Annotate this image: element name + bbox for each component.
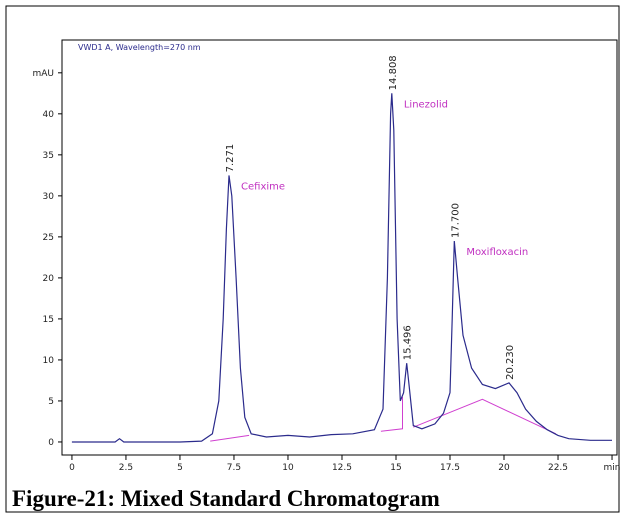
- y-tick-label: 10: [43, 356, 55, 366]
- peak-label: 7.271: [225, 144, 236, 173]
- integration-baseline: [413, 398, 557, 435]
- x-tick-label: 17.5: [440, 463, 460, 473]
- x-tick-label: 22.5: [548, 463, 568, 473]
- x-tick-label: 0: [69, 463, 75, 473]
- compound-label: Cefixime: [241, 181, 285, 192]
- y-tick-label: 40: [43, 110, 55, 120]
- compound-label: Moxifloxacin: [466, 247, 528, 258]
- header: VWD1 A, Wavelength=270 nm: [78, 43, 201, 52]
- plot-frame: [61, 39, 618, 456]
- y-tick-label: 35: [43, 151, 54, 161]
- y-tick-label: 20: [43, 274, 55, 284]
- caption: Figure-21: Mixed Standard Chromatogram: [12, 486, 440, 511]
- integration-baseline: [380, 396, 403, 432]
- x-tick-label: 15: [390, 463, 401, 473]
- x-tick-label: 5: [177, 463, 183, 473]
- x-tick-label: min: [604, 463, 621, 473]
- peak-label: 15.496: [403, 325, 414, 360]
- peak-label: 17.700: [450, 203, 461, 238]
- x-tick-label: 10: [282, 463, 294, 473]
- figure-border: [5, 5, 620, 513]
- x-tick-label: 20: [498, 463, 510, 473]
- peak-label: 14.808: [388, 55, 399, 90]
- integration-baseline: [210, 434, 250, 442]
- x-tick-label: 2.5: [119, 463, 133, 473]
- y-tick-label: 25: [43, 233, 54, 243]
- y-tick-label: 30: [43, 192, 55, 202]
- compound-label: Linezolid: [404, 99, 448, 110]
- x-tick-label: 12.5: [332, 463, 352, 473]
- peak-label: 20.230: [505, 345, 516, 380]
- y-tick-label: 15: [43, 315, 54, 325]
- trace: [71, 93, 612, 443]
- x-tick-label: 7.5: [227, 463, 241, 473]
- y-tick-label: mAU: [32, 69, 54, 79]
- y-tick-label: 0: [48, 438, 54, 448]
- y-tick-label: 5: [48, 397, 54, 407]
